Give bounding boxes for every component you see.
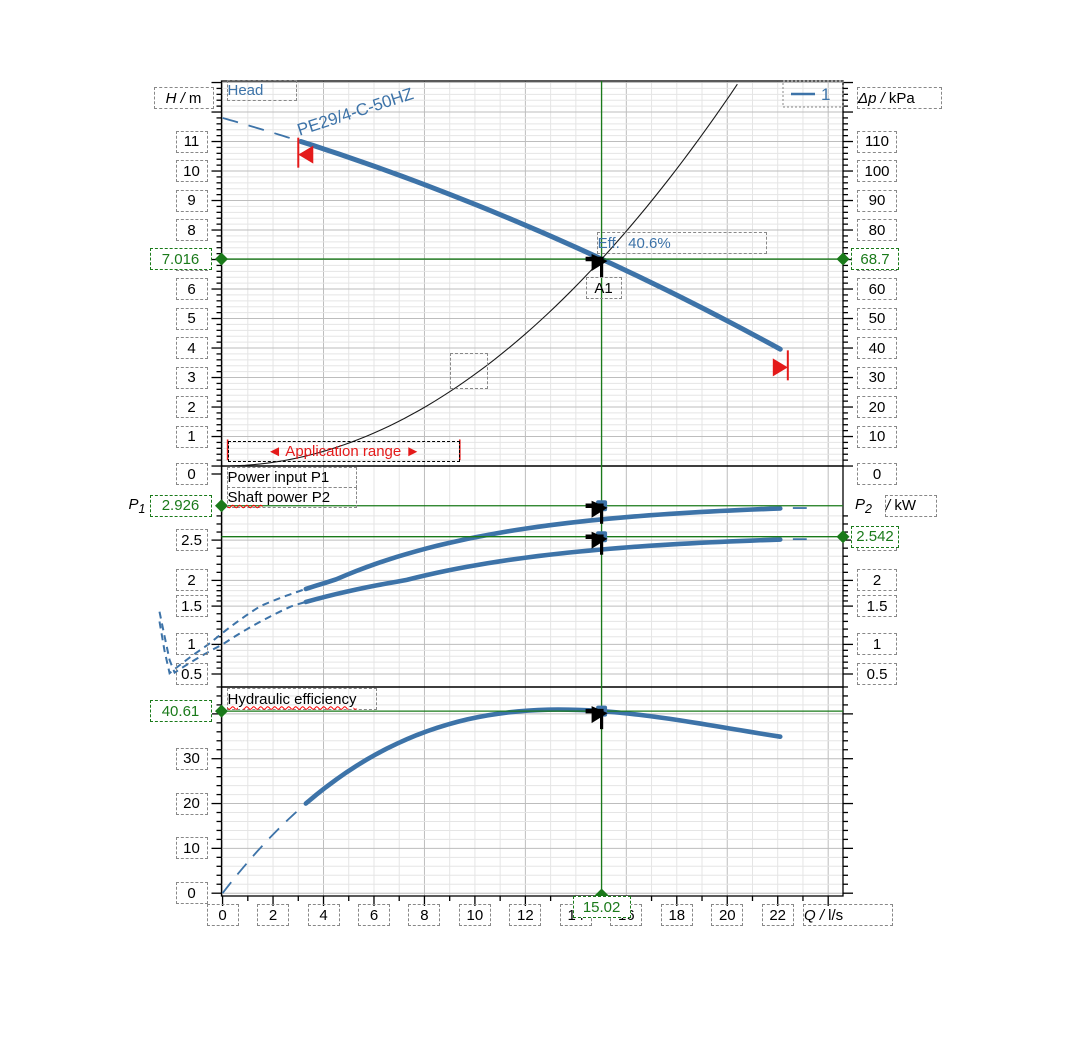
svg-text:1: 1 xyxy=(821,85,830,104)
